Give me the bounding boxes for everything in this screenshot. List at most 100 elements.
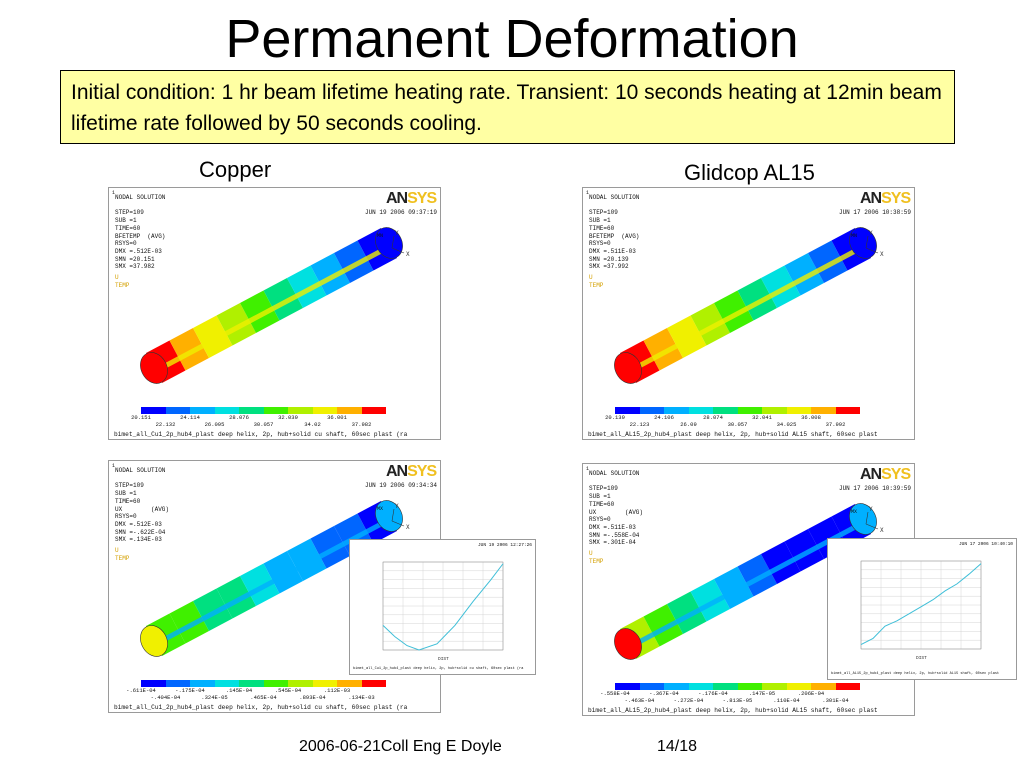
shaft-segment xyxy=(737,553,777,597)
shaft-segment xyxy=(714,566,754,610)
scale-swatch xyxy=(786,407,811,414)
shaft-end-cap xyxy=(614,628,642,660)
ansys-logo: ANSYS xyxy=(860,190,911,208)
displacement-inset: JUN 19 2006 12:27:26 DIST bimet_all_Cu1_2p… xyxy=(349,539,536,675)
scale-tick: -.175E-04 xyxy=(175,687,205,694)
glidcop-ux-plot: 1 NODAL SOLUTION STEP=109 SUB =1 TIME=60 … xyxy=(582,463,1017,716)
scale-swatch xyxy=(141,680,166,687)
scale-tick: 22.123 xyxy=(629,421,650,428)
scale-swatch xyxy=(263,680,288,687)
scale-tick: -.813E-05 xyxy=(722,697,753,704)
result-label: U TEMP xyxy=(115,274,130,289)
scale-tick: .145E-04 xyxy=(225,687,253,694)
scale-bar xyxy=(615,407,860,414)
axis-x-line xyxy=(391,247,405,254)
shaft-end-cap xyxy=(140,352,168,384)
scale-tick: .301E-04 xyxy=(822,697,849,704)
shaft-segment xyxy=(287,265,327,309)
shaft-segment xyxy=(357,500,397,544)
logo-an: AN xyxy=(386,190,408,207)
inset-chart: DIST xyxy=(860,560,982,661)
scale-swatch xyxy=(737,683,762,690)
scale-tick: .324E-05 xyxy=(201,694,228,701)
copper-label: Copper xyxy=(199,157,272,182)
logo-sys: SYS xyxy=(407,190,437,207)
footer-page: 14/18 xyxy=(657,738,698,755)
axis-y-label: Y xyxy=(869,506,873,513)
helix-stripe xyxy=(628,243,866,374)
timestamp: JUN 17 2006 10:39:59 xyxy=(838,485,911,492)
inset-x-label: DIST xyxy=(438,656,449,662)
shaft-top-cap xyxy=(375,500,403,532)
scale-tick: 28.076 xyxy=(229,414,249,421)
slide-title: Permanent Deformation xyxy=(225,9,799,69)
scale-swatch xyxy=(288,680,313,687)
solution-info: NODAL SOLUTION STEP=109 SUB =1 TIME=60 U… xyxy=(115,467,170,544)
scale-swatch xyxy=(688,683,713,690)
ansys-logo: ANSYS xyxy=(386,463,437,481)
shaft-segment xyxy=(667,591,707,635)
scale-swatch xyxy=(165,680,190,687)
extreme-marker: MN xyxy=(851,233,857,239)
panel-number: 1 xyxy=(112,190,116,196)
scale-swatch xyxy=(312,407,337,414)
extreme-marker: MX xyxy=(377,506,383,512)
scale-tick: 37.992 xyxy=(825,421,846,428)
solution-info: NODAL SOLUTION STEP=109 SUB =1 TIME=60 B… xyxy=(589,194,640,271)
scale-tick: -.463E-04 xyxy=(624,697,655,704)
scale-swatch xyxy=(762,683,787,690)
scale-tick: 34.02 xyxy=(304,421,321,428)
axis-x-line xyxy=(391,520,405,527)
shaft-top-cap xyxy=(375,227,403,259)
scale-tick: 36.008 xyxy=(801,414,821,421)
shaft-segment xyxy=(643,327,683,371)
scale-swatch xyxy=(263,407,288,414)
axis-x-label: X xyxy=(406,251,410,258)
scale-tick: .545E-04 xyxy=(274,687,302,694)
scale-tick: -.611E-04 xyxy=(126,687,156,694)
plot-frame xyxy=(860,560,982,650)
shaft-top-cap xyxy=(849,503,877,535)
logo-sys: SYS xyxy=(881,466,911,483)
footer-date: 2006-06-21Coll Eng E Doyle xyxy=(299,738,502,755)
scale-tick: -.558E-04 xyxy=(600,690,630,697)
copper-temperature-plot: 1 NODAL SOLUTION STEP=109 SUB =1 TIME=60 … xyxy=(108,187,441,440)
shaft-segment xyxy=(216,575,256,619)
shaft-segment xyxy=(146,613,186,657)
scale-tick: .112E-03 xyxy=(323,687,351,694)
shaft-segment xyxy=(714,290,754,334)
shaft-segment xyxy=(216,302,256,346)
scale-values: -.558E-04 -.367E-04 -.176E-04 .147E-05 .206E… xyxy=(600,690,860,706)
panel-number: 1 xyxy=(112,463,116,469)
helix-stripe xyxy=(154,243,392,374)
inset-caption: bimet_all_Cu1_2p_hub4_plast deep helix, … xyxy=(353,667,524,671)
shaft-segment xyxy=(310,525,350,569)
scale-swatch xyxy=(737,407,762,414)
inset-caption: bimet_all_AL15_2p_hub4_plast deep helix,… xyxy=(831,672,1000,676)
scale-swatch xyxy=(835,683,860,690)
scale-swatch xyxy=(337,680,362,687)
scale-tick: -.272E-04 xyxy=(673,697,704,704)
scale-tick: 22.132 xyxy=(155,421,176,428)
scale-tick: 30.057 xyxy=(727,421,748,428)
scale-swatch xyxy=(312,680,337,687)
scale-swatch xyxy=(811,407,836,414)
result-label: U TEMP xyxy=(589,550,604,565)
scale-bar xyxy=(615,683,860,690)
extreme-marker: MN xyxy=(377,233,383,239)
shaft-segment xyxy=(310,252,350,296)
axis-y-label: Y xyxy=(869,230,873,237)
scale-swatch xyxy=(239,407,264,414)
scale-tick: 34.025 xyxy=(776,421,797,428)
shaft-end-cap xyxy=(614,352,642,384)
panel-number: 1 xyxy=(586,466,590,472)
shaft-model: X Y MN xyxy=(614,227,884,384)
scale-tick: .147E-05 xyxy=(748,690,776,697)
scale-tick: 30.057 xyxy=(253,421,274,428)
scale-values: -.611E-04 -.175E-04 .145E-04 .545E-04 .112E-… xyxy=(126,687,386,703)
shaft-top-cap xyxy=(849,227,877,259)
shaft-segment xyxy=(737,277,777,321)
glidcop-temperature-plot: 1 NODAL SOLUTION STEP=109 SUB =1 TIME=60 … xyxy=(582,187,915,440)
scale-tick: 37.982 xyxy=(351,421,372,428)
logo-sys: SYS xyxy=(881,190,911,207)
